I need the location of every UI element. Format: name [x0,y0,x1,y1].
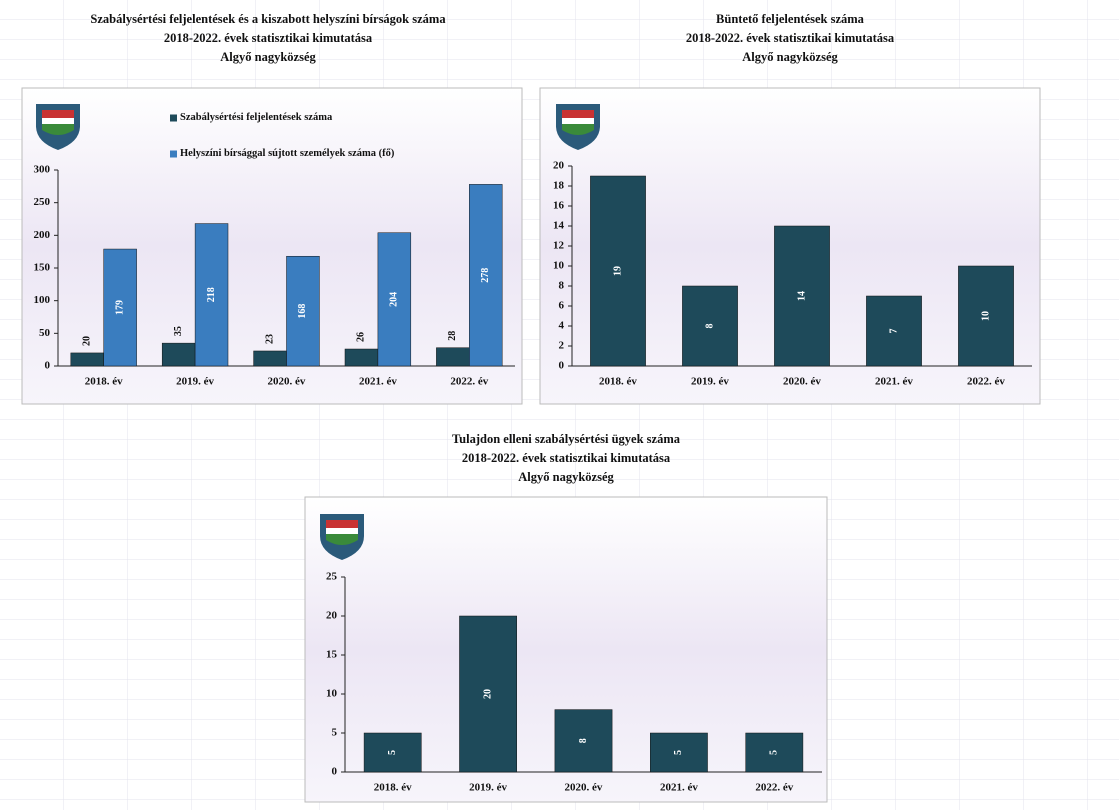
chart-title: Algyő nagyközség [220,50,316,64]
value-label: 26 [356,332,367,342]
chart-title: Algyő nagyközség [518,470,614,484]
legend-swatch [170,114,177,122]
y-tick-label: 0 [559,360,565,372]
x-tick-label: 2022. év [450,376,488,388]
value-label: 20 [482,689,493,699]
legend-swatch [170,150,177,158]
value-label: 218 [206,287,217,302]
x-tick-label: 2020. év [268,376,306,388]
x-tick-label: 2021. év [660,782,698,794]
bar [194,223,229,367]
bar [363,732,422,773]
chart-title: 2018-2022. évek statisztikai kimutatása [462,451,671,465]
y-tick-label: 50 [39,327,51,339]
bar [103,248,137,367]
value-label: 23 [264,334,275,344]
bar [958,265,1014,367]
x-tick-label: 2020. év [565,782,603,794]
chart-title: Szabálysértési feljelentések és a kiszab… [90,12,446,26]
bar [590,175,646,367]
x-tick-label: 2018. év [599,376,637,388]
x-tick-label: 2019. év [176,376,214,388]
bar [253,350,287,367]
x-tick-label: 2018. év [374,782,412,794]
y-tick-label: 6 [559,300,565,312]
legend-label: Szabálysértési feljelentések száma [180,112,333,123]
chart-title: 2018-2022. évek statisztikai kimutatása [164,31,373,45]
value-label: 179 [114,300,125,315]
value-label: 168 [297,304,308,319]
bar [554,709,613,773]
bar [344,348,379,367]
x-tick-label: 2019. év [469,782,507,794]
y-tick-label: 20 [326,610,338,622]
bar [70,352,104,367]
bar [469,184,503,367]
y-tick-label: 200 [34,229,51,241]
y-tick-label: 12 [553,240,565,252]
y-tick-label: 300 [34,164,51,176]
chart-title: Algyő nagyközség [742,50,838,64]
y-tick-label: 15 [326,649,338,661]
legend-label: Helyszíni bírsággal sújtott személyek sz… [180,148,395,159]
value-label: 8 [578,738,589,743]
y-tick-label: 16 [553,200,565,212]
y-tick-label: 2 [559,340,565,352]
value-label: 20 [82,336,93,346]
bar [774,225,830,367]
y-tick-label: 25 [326,571,338,583]
value-label: 5 [387,750,398,755]
y-tick-label: 18 [553,180,565,192]
bar [745,732,804,773]
y-tick-label: 4 [559,320,565,332]
bar [650,732,708,773]
value-label: 5 [769,750,780,755]
x-tick-label: 2022. év [967,376,1005,388]
y-tick-label: 10 [553,260,565,272]
y-tick-label: 14 [553,220,565,232]
bar [161,342,196,367]
x-tick-label: 2019. év [691,376,729,388]
value-label: 19 [612,266,623,276]
value-label: 278 [480,268,491,283]
y-tick-label: 0 [45,360,51,372]
bar [682,285,738,367]
bar [459,615,517,773]
value-label: 8 [704,324,715,329]
x-tick-label: 2020. év [783,376,821,388]
logo [36,104,600,560]
y-tick-label: 250 [34,196,51,208]
y-tick-label: 8 [559,280,565,292]
chart-title: 2018-2022. évek statisztikai kimutatása [686,31,895,45]
bar [866,295,922,367]
x-tick-label: 2018. év [85,376,123,388]
value-label: 28 [447,331,458,341]
x-tick-label: 2021. év [359,376,397,388]
chart-title: Tulajdon elleni szabálysértési ügyek szá… [452,432,681,446]
legend-item: Helyszíni bírsággal sújtott személyek sz… [180,148,395,159]
value-label: 5 [673,750,684,755]
bar [436,347,470,367]
y-tick-label: 150 [34,262,51,274]
x-tick-label: 2021. év [875,376,913,388]
legend-item: Szabálysértési feljelentések száma [180,112,333,123]
y-tick-label: 0 [332,766,338,778]
value-label: 10 [980,311,991,321]
bar [286,255,320,367]
y-tick-label: 10 [326,688,338,700]
bar [377,232,412,367]
y-tick-label: 100 [34,294,51,306]
value-label: 7 [888,329,899,334]
y-tick-label: 5 [332,727,338,739]
value-label: 14 [796,291,807,301]
value-label: 35 [173,326,184,336]
chart-title: Büntető feljelentések száma [716,12,865,26]
x-tick-label: 2022. év [755,782,793,794]
value-label: 204 [389,292,400,307]
y-tick-label: 20 [553,160,565,172]
